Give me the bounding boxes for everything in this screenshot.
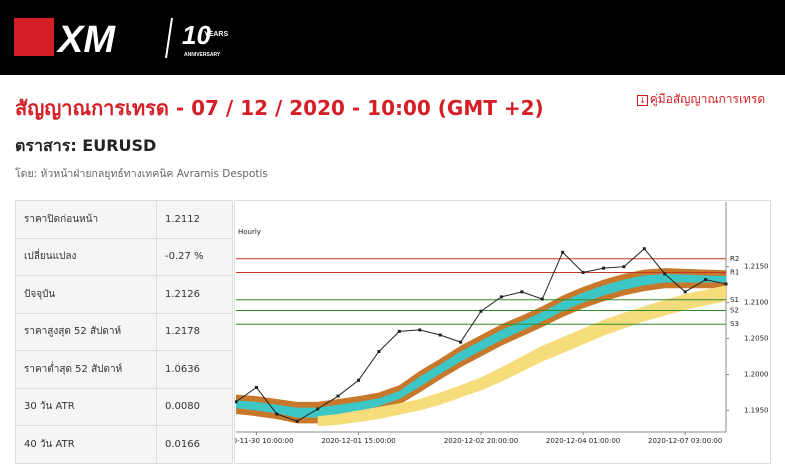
x-tick-label: 2020-11-30 10:00:00 — [234, 437, 294, 445]
price-point — [581, 270, 585, 274]
label-cell: ราคาต่ำสุด 52 สัปดาห์ — [15, 350, 157, 389]
table-row: 40 วัน ATR 0.0166 — [15, 425, 233, 464]
chart-title: Hourly — [238, 228, 261, 236]
chart: Hourly R2 R1 S1 S2 S3 1.1950 1.2000 1.2050 1.210… — [234, 200, 771, 464]
band — [317, 285, 726, 427]
table-row: ปัจจุบัน 1.2126 — [15, 275, 233, 314]
logo-icon — [14, 18, 54, 56]
price-point — [622, 265, 626, 269]
guide-link-text: คู่มือสัญญาณการเทรด — [649, 92, 766, 106]
price-point — [397, 329, 401, 333]
price-point — [704, 278, 708, 282]
label-cell: 40 วัน ATR — [15, 425, 157, 464]
table-row: 30 วัน ATR 0.0080 — [15, 387, 233, 426]
value-cell: -0.27 % — [156, 237, 233, 276]
level-label: R2 — [730, 255, 739, 263]
y-tick-label: 1.1950 — [744, 406, 769, 414]
table-row: ราคาต่ำสุด 52 สัปดาห์ 1.0636 — [15, 350, 233, 389]
value-cell: 1.0636 — [156, 350, 233, 389]
table-row: ราคาสูงสุด 52 สัปดาห์ 1.2178 — [15, 312, 233, 351]
level-label: R1 — [730, 268, 739, 276]
label-cell: ปัจจุบัน — [15, 275, 157, 314]
header: XM 10 YEARS ANNIVERSARY — [0, 0, 785, 75]
logo-text: XM — [56, 19, 116, 61]
level-label: S2 — [730, 307, 739, 315]
price-point — [642, 247, 646, 251]
page-title: สัญญาณการเทรด - 07 / 12 / 2020 - 10:00 (… — [15, 96, 544, 120]
price-point — [275, 412, 279, 416]
value-cell: 0.0080 — [156, 387, 233, 426]
price-point — [663, 272, 667, 276]
price-point — [336, 394, 340, 398]
price-point — [357, 378, 360, 382]
price-point — [459, 340, 463, 344]
price-point — [418, 328, 422, 332]
label-cell: เปลี่ยนแปลง — [15, 237, 157, 276]
price-point — [520, 290, 524, 294]
level-label: S3 — [730, 320, 739, 328]
price-point — [683, 290, 687, 294]
instrument: ตราสาร: EURUSD — [15, 136, 157, 155]
y-tick-label: 1.2050 — [744, 335, 769, 343]
price-point — [254, 385, 258, 389]
price-point — [561, 250, 565, 254]
value-cell: 1.2126 — [156, 275, 233, 314]
price-point — [724, 282, 728, 286]
badge: 10 — [182, 20, 211, 50]
band — [236, 273, 726, 418]
table-row: เปลี่ยนแปลง -0.27 % — [15, 237, 233, 276]
price-point — [602, 266, 605, 270]
price-point — [479, 309, 483, 313]
price-point — [499, 295, 503, 299]
badge-text: YEARS — [204, 31, 228, 38]
divider — [165, 17, 173, 59]
x-tick-label: 2020-12-07 03:00:00 — [648, 437, 722, 445]
y-tick-label: 1.2100 — [744, 299, 769, 307]
x-tick-label: 2020-12-01 15:00:00 — [321, 437, 395, 445]
table-row: ราคาปิดก่อนหน้า 1.2112 — [15, 200, 233, 239]
price-point — [316, 407, 320, 411]
price-point — [295, 419, 299, 423]
level-label: S1 — [730, 296, 739, 304]
logo: XM 10 YEARS ANNIVERSARY — [14, 17, 228, 61]
badge-sub: ANNIVERSARY — [184, 52, 221, 58]
label-cell: ราคาปิดก่อนหน้า — [15, 200, 157, 239]
guide-link[interactable]: ↓ คู่มือสัญญาณการเทรด — [637, 90, 765, 109]
price-point — [377, 350, 381, 353]
price-point — [438, 333, 442, 337]
pdf-icon: ↓ — [637, 95, 648, 106]
price-point — [540, 297, 544, 301]
x-tick-label: 2020-12-04 01:00:00 — [546, 437, 620, 445]
value-cell: 1.2178 — [156, 312, 233, 351]
x-tick-label: 2020-12-02 20:00:00 — [444, 437, 518, 445]
value-cell: 0.0166 — [156, 425, 233, 464]
author: โดย: หัวหน้าฝ่ายกลยุทธ์ทางเทคนิค Avramis… — [15, 168, 268, 180]
y-tick-label: 1.2000 — [744, 371, 769, 379]
y-tick-label: 1.2150 — [744, 263, 769, 271]
value-cell: 1.2112 — [156, 200, 233, 239]
price-point — [235, 400, 238, 404]
label-cell: 30 วัน ATR — [15, 387, 157, 426]
info-table: ราคาปิดก่อนหน้า 1.2112 เปลี่ยนแปลง -0.27 % ป… — [15, 200, 233, 464]
label-cell: ราคาสูงสุด 52 สัปดาห์ — [15, 312, 157, 351]
